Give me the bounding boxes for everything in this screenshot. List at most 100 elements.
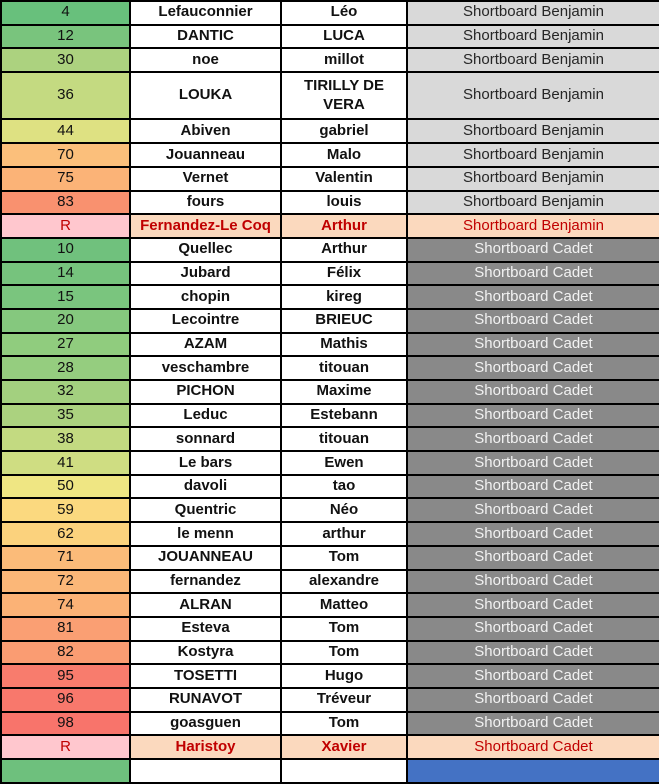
seed-cell: 81 <box>0 615 131 642</box>
lastname-cell: JOUANNEAU <box>129 544 282 571</box>
seed-cell: 83 <box>0 189 131 216</box>
seed-cell: 12 <box>0 23 131 50</box>
category-cell: Shortboard Benjamin <box>406 189 659 216</box>
firstname-cell: BRIEUC <box>280 307 408 334</box>
lastname-cell: noe <box>129 47 282 74</box>
seed-cell: R <box>0 734 131 761</box>
lastname-cell: Jubard <box>129 260 282 287</box>
firstname-cell: Arthur <box>280 236 408 263</box>
table-row: 71 JOUANNEAU Tom Shortboard Cadet <box>0 544 659 571</box>
lastname-cell: Quentric <box>129 497 282 524</box>
table-row: 28 veschambre titouan Shortboard Cadet <box>0 355 659 382</box>
seed-cell: 44 <box>0 118 131 145</box>
lastname-cell: Abiven <box>129 118 282 145</box>
firstname-cell: Valentin <box>280 165 408 192</box>
seed-cell: 62 <box>0 521 131 547</box>
lastname-cell: Fernandez-Le Coq <box>129 213 282 239</box>
category-cell: Shortboard Cadet <box>406 260 659 287</box>
firstname-cell: gabriel <box>280 118 408 145</box>
firstname-cell: Arthur <box>280 213 408 239</box>
lastname-cell: chopin <box>129 284 282 310</box>
seed-cell: 59 <box>0 497 131 524</box>
table-row: 27 AZAM Mathis Shortboard Cadet <box>0 331 659 358</box>
lastname-cell: Lefauconnier <box>129 0 282 26</box>
lastname-cell: davoli <box>129 473 282 500</box>
category-cell: Shortboard Cadet <box>406 450 659 476</box>
category-cell: Shortboard Cadet <box>406 331 659 358</box>
seed-cell: 14 <box>0 260 131 287</box>
seed-cell: 10 <box>0 236 131 263</box>
category-cell: Shortboard Benjamin <box>406 118 659 145</box>
lastname-cell: Leduc <box>129 402 282 429</box>
lastname-cell: goasguen <box>129 710 282 737</box>
table-row: 75 Vernet Valentin Shortboard Benjamin <box>0 165 659 192</box>
table-row: 95 TOSETTI Hugo Shortboard Cadet <box>0 663 659 689</box>
seed-cell: 35 <box>0 402 131 429</box>
category-cell: Shortboard Cadet <box>406 686 659 713</box>
lastname-cell: Kostyra <box>129 639 282 666</box>
seed-cell: 72 <box>0 568 131 595</box>
seed-cell: 50 <box>0 473 131 500</box>
table-row: 30 noe millot Shortboard Benjamin <box>0 47 659 74</box>
table-row: 70 Jouanneau Malo Shortboard Benjamin <box>0 142 659 168</box>
firstname-cell: tao <box>280 473 408 500</box>
seed-cell: 15 <box>0 284 131 310</box>
seed-cell: 75 <box>0 165 131 192</box>
lastname-cell: PICHON <box>129 379 282 405</box>
lastname-cell: veschambre <box>129 355 282 382</box>
table-row: 41 Le bars Ewen Shortboard Cadet <box>0 450 659 476</box>
category-cell: Shortboard Cadet <box>406 236 659 263</box>
table-row: 32 PICHON Maxime Shortboard Cadet <box>0 379 659 405</box>
seed-cell: 96 <box>0 686 131 713</box>
category-cell: Shortboard Benjamin <box>406 165 659 192</box>
firstname-cell: kireg <box>280 284 408 310</box>
firstname-cell: alexandre <box>280 568 408 595</box>
firstname-cell: arthur <box>280 521 408 547</box>
table-row <box>0 758 659 784</box>
table-row: 36 LOUKA TIRILLY DE VERA Shortboard Benjami… <box>0 71 659 121</box>
category-cell: Shortboard Benjamin <box>406 213 659 239</box>
seed-cell: 82 <box>0 639 131 666</box>
seed-cell: 28 <box>0 355 131 382</box>
table-row: R Haristoy Xavier Shortboard Cadet <box>0 734 659 761</box>
firstname-cell: LUCA <box>280 23 408 50</box>
lastname-cell: Quellec <box>129 236 282 263</box>
seed-cell: 27 <box>0 331 131 358</box>
firstname-cell: louis <box>280 189 408 216</box>
firstname-cell: Matteo <box>280 592 408 618</box>
lastname-cell <box>129 758 282 784</box>
firstname-cell: Léo <box>280 0 408 26</box>
table-row: 72 fernandez alexandre Shortboard Cadet <box>0 568 659 595</box>
firstname-cell: Félix <box>280 260 408 287</box>
lastname-cell: LOUKA <box>129 71 282 121</box>
category-cell: Shortboard Cadet <box>406 710 659 737</box>
seed-cell: 98 <box>0 710 131 737</box>
firstname-cell: Tom <box>280 615 408 642</box>
category-cell: Shortboard Benjamin <box>406 47 659 74</box>
category-cell: Shortboard Cadet <box>406 307 659 334</box>
category-cell: Shortboard Cadet <box>406 379 659 405</box>
category-cell: Shortboard Cadet <box>406 497 659 524</box>
table-row: 14 Jubard Félix Shortboard Cadet <box>0 260 659 287</box>
lastname-cell: Haristoy <box>129 734 282 761</box>
table-row: 74 ALRAN Matteo Shortboard Cadet <box>0 592 659 618</box>
firstname-cell: Tom <box>280 639 408 666</box>
firstname-cell: millot <box>280 47 408 74</box>
category-cell: Shortboard Cadet <box>406 734 659 761</box>
seed-cell: 74 <box>0 592 131 618</box>
seed-cell: 71 <box>0 544 131 571</box>
lastname-cell: Le bars <box>129 450 282 476</box>
firstname-cell: Malo <box>280 142 408 168</box>
category-cell: Shortboard Cadet <box>406 568 659 595</box>
table-row: R Fernandez-Le Coq Arthur Shortboard Benjam… <box>0 213 659 239</box>
firstname-cell <box>280 758 408 784</box>
lastname-cell: le menn <box>129 521 282 547</box>
table-row: 96 RUNAVOT Tréveur Shortboard Cadet <box>0 686 659 713</box>
table-row: 83 fours louis Shortboard Benjamin <box>0 189 659 216</box>
firstname-cell: Tom <box>280 544 408 571</box>
table-row: 59 Quentric Néo Shortboard Cadet <box>0 497 659 524</box>
table-row: 4 Lefauconnier Léo Shortboard Benjamin <box>0 0 659 26</box>
category-cell <box>406 758 659 784</box>
seed-cell: 4 <box>0 0 131 26</box>
